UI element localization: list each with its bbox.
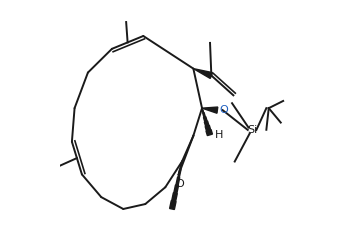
Polygon shape: [172, 193, 177, 201]
Polygon shape: [180, 162, 182, 169]
Text: O: O: [175, 179, 184, 189]
Text: Si: Si: [247, 125, 257, 135]
Polygon shape: [203, 117, 207, 122]
Polygon shape: [193, 69, 212, 78]
Text: O: O: [219, 105, 228, 115]
Polygon shape: [203, 113, 205, 117]
Polygon shape: [170, 200, 176, 209]
Polygon shape: [174, 185, 179, 193]
Polygon shape: [176, 177, 180, 185]
Polygon shape: [202, 108, 203, 113]
Polygon shape: [205, 125, 211, 131]
Text: H: H: [215, 130, 223, 140]
Polygon shape: [204, 121, 209, 126]
Polygon shape: [206, 130, 212, 136]
Polygon shape: [202, 107, 218, 113]
Polygon shape: [178, 169, 181, 177]
